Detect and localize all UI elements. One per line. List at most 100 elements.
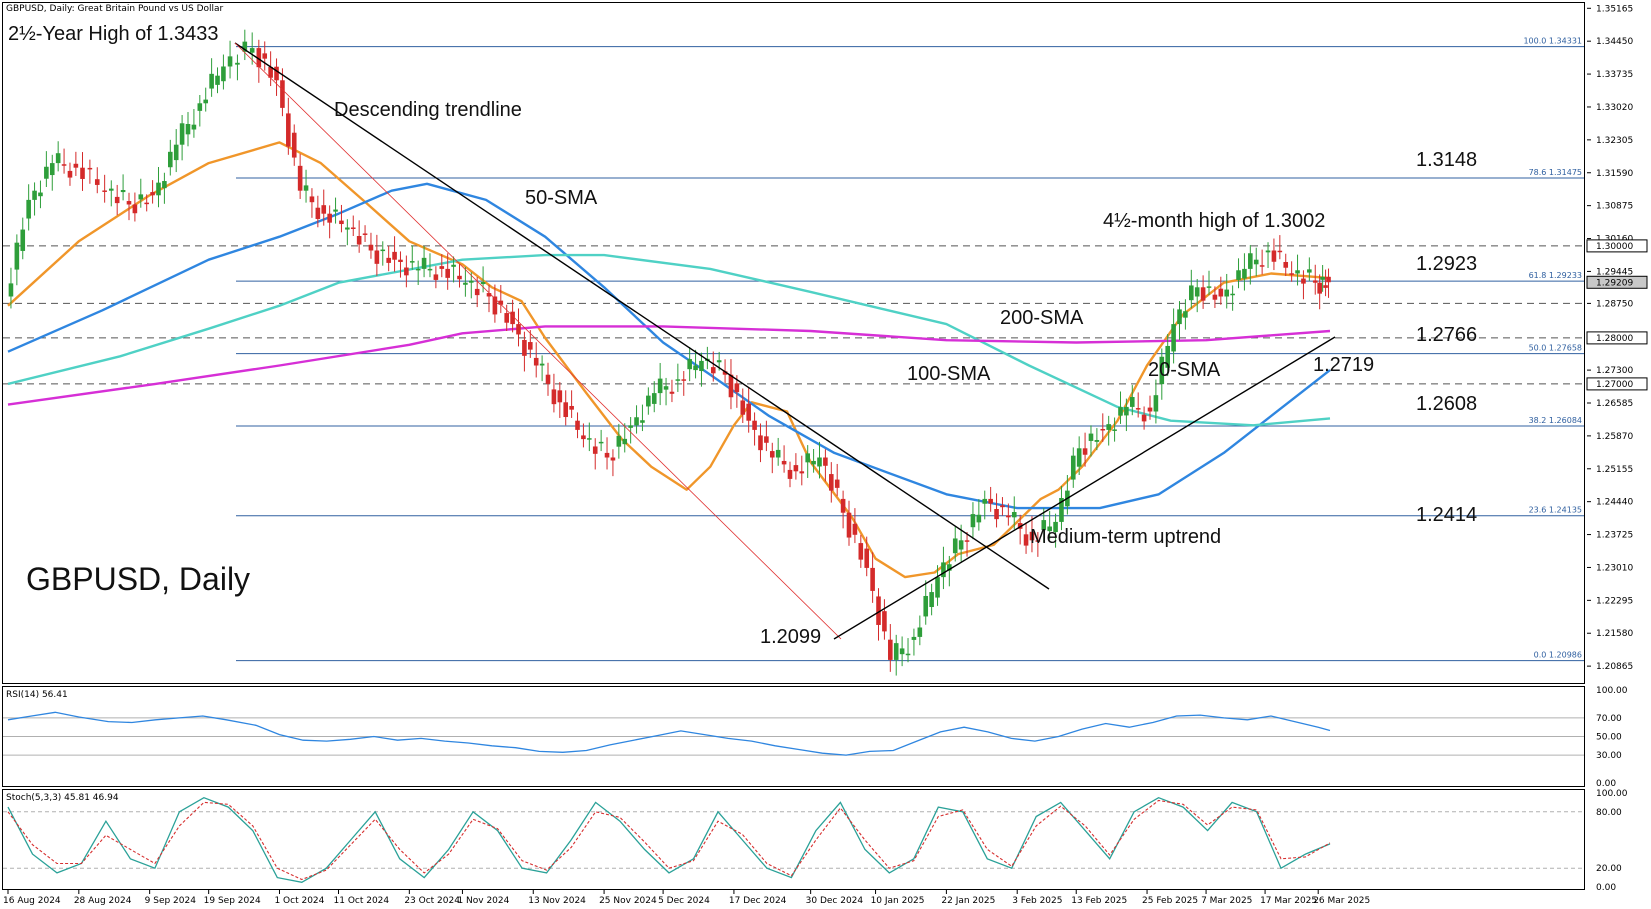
sma-200-line: [7, 325, 1331, 406]
fib-level-label: 0.0 1.20986: [1534, 651, 1582, 660]
bull-candle: [415, 268, 421, 271]
bull-candle: [935, 577, 940, 598]
bear-candle: [492, 296, 498, 315]
bull-candle: [120, 190, 126, 193]
bull-candle: [716, 360, 722, 363]
bull-candle: [380, 249, 386, 252]
bear-candle: [498, 300, 504, 305]
bear-candle: [1218, 288, 1224, 297]
bull-candle: [675, 379, 681, 381]
bear-candle: [486, 293, 492, 297]
bear-candle: [1006, 515, 1011, 518]
price-tick-label: 1.20865: [1596, 662, 1633, 672]
bear-candle: [823, 457, 828, 466]
bull-candle: [1206, 286, 1212, 288]
bull-candle: [1265, 250, 1271, 253]
stoch-title: Stoch(5,3,3) 45.81 46.94: [6, 793, 119, 803]
bull-candle: [421, 257, 427, 269]
stoch-tick-label: 0.00: [1596, 883, 1616, 893]
bull-candle: [242, 41, 248, 52]
rsi-tick-label: 70.00: [1596, 714, 1622, 724]
bull-candle: [587, 438, 592, 440]
price-tick-label: 1.33020: [1596, 103, 1633, 113]
bull-candle: [55, 153, 61, 164]
bear-candle: [1000, 505, 1005, 508]
price-tick-label: 1.27300: [1596, 366, 1633, 376]
descending-trendline: [234, 42, 1050, 590]
bear-candle: [769, 451, 775, 458]
bull-candle: [622, 438, 628, 445]
bull-candle: [1183, 311, 1188, 318]
bear-candle: [740, 400, 746, 415]
price-tick-label: 1.31590: [1596, 169, 1633, 179]
bear-candle: [545, 374, 551, 384]
bull-candle: [616, 435, 622, 447]
bear-candle: [1017, 523, 1023, 529]
annotation-20-sma: 20-SMA: [1148, 359, 1221, 381]
bear-candle: [262, 53, 268, 59]
bull-candle: [947, 564, 952, 571]
bear-candle: [870, 567, 875, 591]
bear-candle: [758, 435, 763, 451]
annotation-uptrend-level: 1.2719: [1313, 354, 1374, 376]
moving-averages: [7, 141, 1331, 579]
bear-candle: [94, 179, 100, 185]
bear-candle: [852, 523, 858, 535]
bull-candle: [1307, 269, 1312, 273]
stoch-pane-frame: [2, 789, 1585, 890]
bull-candle: [197, 103, 203, 111]
bull-candle: [1076, 448, 1082, 467]
price-box-label: 1.28000: [1596, 334, 1633, 344]
bear-candle: [1100, 428, 1106, 431]
bull-candle: [941, 562, 946, 578]
bear-candle: [327, 213, 332, 223]
annotation-low: 1.2099: [760, 626, 821, 648]
rsi-title: RSI(14) 56.41: [6, 690, 68, 700]
bull-candle: [44, 166, 49, 179]
bear-candle: [681, 379, 687, 381]
bear-candle: [834, 479, 840, 488]
bull-candle: [345, 227, 350, 230]
bull-candle: [1047, 526, 1052, 532]
bull-candle: [409, 261, 415, 263]
bull-candle: [911, 636, 917, 640]
annotation-month-high: 4½-month high of 1.3002: [1103, 210, 1325, 232]
bear-candle: [1283, 261, 1289, 268]
bear-candle: [150, 192, 155, 196]
bull-candle: [173, 144, 179, 161]
time-tick-label: 5 Dec 2024: [658, 896, 710, 906]
fib-tag-618: 1.2923: [1416, 253, 1477, 275]
bull-candle: [1242, 268, 1247, 279]
bull-candle: [1320, 276, 1325, 280]
bull-candle: [905, 653, 911, 656]
bear-candle: [256, 48, 262, 68]
bear-candle: [374, 250, 380, 264]
bear-candle: [433, 274, 439, 280]
bull-candle: [49, 163, 55, 176]
bull-candle: [598, 441, 604, 444]
current-price-label: 1.29209: [1596, 278, 1633, 288]
time-tick-label: 30 Dec 2024: [806, 896, 864, 906]
bull-candle: [775, 449, 781, 458]
bear-candle: [964, 540, 970, 542]
bear-candle: [309, 196, 315, 203]
price-tick-label: 1.34450: [1596, 37, 1633, 47]
bull-candle: [1070, 455, 1076, 480]
bull-candle: [646, 395, 651, 407]
price-box-label: 1.30000: [1596, 242, 1633, 252]
annotation-200-sma: 200-SMA: [1000, 307, 1084, 329]
bull-candle: [156, 182, 161, 196]
bear-candle: [516, 324, 521, 335]
bull-candle: [463, 282, 468, 285]
sma-50-line: [7, 182, 1331, 510]
annotation-descending-trendline: Descending trendline: [334, 99, 522, 121]
fib-tag-236: 1.2414: [1416, 504, 1477, 526]
trendlines: [234, 42, 1336, 640]
bear-candle: [793, 465, 799, 472]
time-tick-label: 19 Sep 2024: [204, 896, 261, 906]
bear-candle: [1135, 408, 1141, 410]
bear-candle: [61, 164, 67, 166]
time-tick-label: 17 Mar 2025: [1260, 896, 1317, 906]
